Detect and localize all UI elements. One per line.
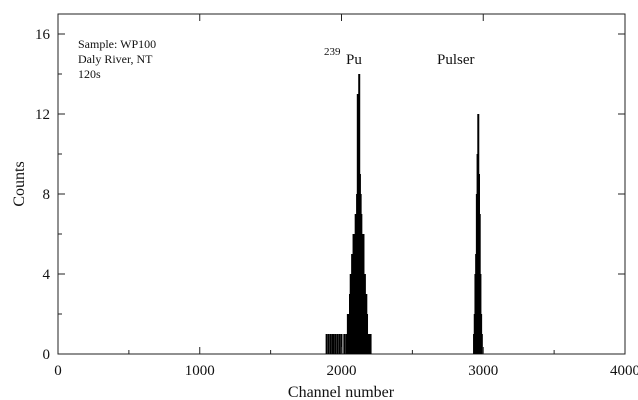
histogram-bar (343, 334, 346, 354)
x-tick-label: 2000 (327, 363, 357, 379)
histogram-bar (338, 334, 341, 354)
y-axis-title: Counts (11, 161, 28, 206)
pu-peak-label: Pu (346, 52, 362, 68)
x-tick-label: 0 (54, 363, 62, 379)
x-tick-label: 4000 (610, 363, 638, 379)
plot-area (57, 13, 626, 355)
x-tick-label: 1000 (185, 363, 215, 379)
histogram-bar (340, 334, 343, 354)
y-tick-label: 12 (35, 107, 50, 123)
histogram-bar (369, 334, 372, 354)
histogram-bar (345, 334, 348, 354)
histogram-bar (329, 334, 332, 354)
x-tick-label: 3000 (468, 363, 498, 379)
histogram-bar (332, 334, 334, 354)
histogram-bar (336, 334, 339, 354)
x-ticks-group: 0 1000 2000 3000 4000 (54, 14, 638, 379)
histogram-bar (334, 334, 337, 354)
histogram-bar (327, 334, 330, 354)
y-tick-label: 8 (43, 187, 51, 203)
sample-name-label: Sample: WP100 (78, 37, 156, 51)
y-tick-label: 0 (43, 347, 51, 363)
pu-isotope-superscript: 239 (324, 46, 341, 58)
pulser-peak-label: Pulser (437, 52, 475, 68)
x-axis-title: Channel number (288, 384, 395, 400)
sample-time-label: 120s (78, 67, 101, 81)
sample-location-label: Daly River, NT (78, 52, 153, 66)
y-ticks-group: 0 4 8 12 16 (35, 27, 625, 363)
histogram-bar (480, 334, 483, 354)
y-tick-label: 4 (43, 267, 51, 283)
sample-annotation: Sample: WP100 Daly River, NT 120s (78, 37, 156, 81)
histogram-bar (325, 334, 328, 354)
bars-group (325, 74, 483, 354)
y-tick-label: 16 (35, 27, 51, 43)
